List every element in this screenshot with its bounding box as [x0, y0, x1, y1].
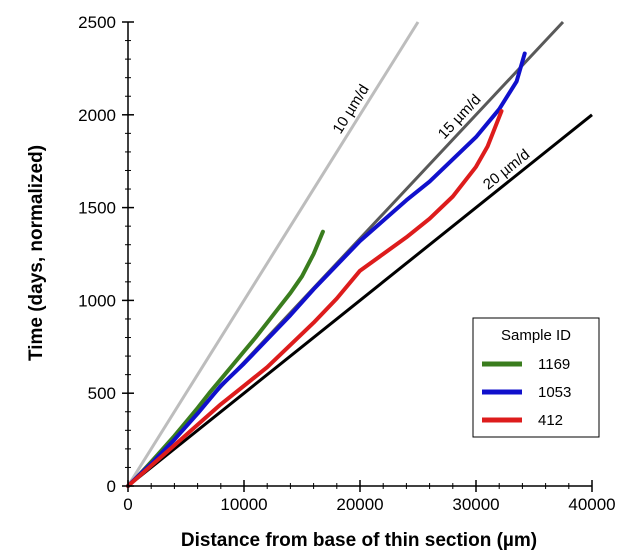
y-tick-label: 1500 [78, 199, 116, 218]
legend-label-1169: 1169 [538, 356, 570, 373]
reference-line [126, 21, 420, 487]
y-tick-label: 2500 [78, 13, 116, 32]
legend-title: Sample ID [501, 327, 571, 344]
y-axis-title: Time (days, normalized) [26, 145, 47, 361]
series-line-412 [126, 109, 504, 488]
reference-line [127, 113, 593, 488]
legend-box [472, 317, 600, 438]
x-tick-label: 20000 [336, 495, 383, 514]
legend: Sample ID 1169 1053 412 [472, 317, 600, 438]
y-tick-label: 1000 [78, 291, 116, 310]
legend-label-412: 412 [538, 412, 563, 429]
legend-label-1053: 1053 [538, 384, 571, 401]
x-tick-label: 10000 [220, 495, 267, 514]
y-tick-label: 0 [107, 477, 116, 496]
y-tick-label: 500 [88, 384, 116, 403]
axes: 0 500 1000 1500 2000 2500 0 10000 20000 30000 4000… [78, 13, 615, 514]
series-line-1053 [126, 51, 527, 488]
series-lines [126, 51, 527, 488]
x-tick-label: 0 [123, 495, 132, 514]
x-axis-title: Distance from base of thin section (µm) [181, 530, 537, 551]
reference-line-labels: 10 µm/d 15 µm/d20 µm/d [329, 82, 533, 194]
x-tick-label: 30000 [452, 495, 499, 514]
series-line-1169 [126, 229, 325, 488]
x-tick-label: 40000 [568, 495, 615, 514]
y-tick-label: 2000 [78, 106, 116, 125]
